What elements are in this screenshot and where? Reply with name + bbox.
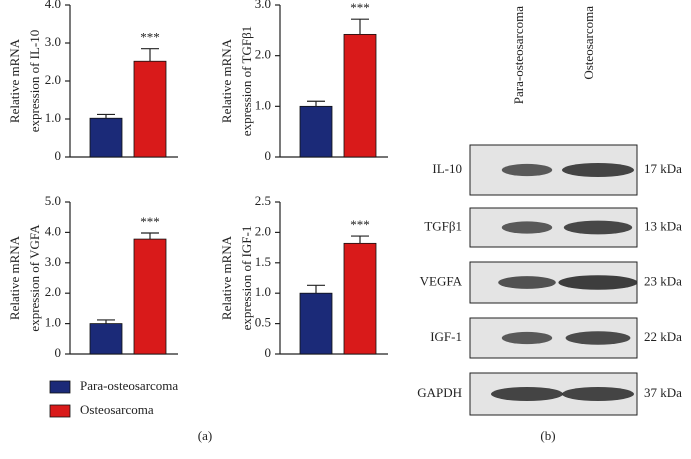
y-tick-label: 2.5 — [255, 193, 271, 208]
blot-band — [501, 221, 553, 234]
y-tick-label: 0 — [55, 345, 62, 360]
size-label: 13 kDa — [644, 218, 682, 233]
y-tick-label: 5.0 — [45, 193, 61, 208]
blot-band — [501, 163, 553, 177]
panel-label: (b) — [540, 428, 555, 443]
blot-band — [563, 220, 633, 235]
protein-label: IGF-1 — [430, 329, 462, 344]
legend-label: Osteosarcoma — [80, 402, 154, 417]
legend-label: Para-osteosarcoma — [80, 378, 178, 393]
y-tick-label: 1.5 — [255, 254, 271, 269]
y-tick-label: 0 — [265, 345, 272, 360]
error-bar — [141, 48, 159, 62]
y-tick-label: 1.0 — [45, 110, 61, 125]
y-tick-label: 0.5 — [255, 315, 271, 330]
error-bar — [97, 319, 115, 324]
y-axis-label: expression of IGF-1 — [239, 226, 254, 331]
size-label: 37 kDa — [644, 385, 682, 400]
lane-label: Osteosarcoma — [581, 6, 596, 80]
y-tick-label: 4.0 — [45, 223, 61, 238]
y-axis-label: Relative mRNA — [219, 38, 234, 123]
error-bar — [351, 235, 369, 244]
blot-band — [565, 331, 631, 345]
y-tick-label: 2.0 — [255, 47, 271, 62]
y-axis-label: expression of TGFβ1 — [239, 26, 254, 136]
y-axis-label: Relative mRNA — [7, 38, 22, 123]
blot-band — [558, 275, 638, 290]
blot-band — [501, 331, 553, 345]
significance: *** — [350, 0, 370, 15]
error-bar — [97, 113, 115, 119]
y-tick-label: 0 — [55, 148, 62, 163]
significance: *** — [140, 214, 160, 229]
y-tick-label: 0 — [265, 148, 272, 163]
protein-label: IL-10 — [432, 161, 462, 176]
lane-label: Para-osteosarcoma — [511, 6, 526, 104]
error-bar — [141, 232, 159, 240]
y-axis-label: Relative mRNA — [7, 235, 22, 320]
y-tick-label: 3.0 — [45, 34, 61, 49]
y-tick-label: 3.0 — [45, 254, 61, 269]
y-axis-label: expression of IL-10 — [27, 30, 42, 133]
y-tick-label: 2.0 — [45, 72, 61, 87]
error-bar — [307, 284, 325, 294]
bar — [299, 105, 333, 158]
protein-label: VEGFA — [420, 273, 463, 288]
bar — [133, 238, 167, 355]
y-tick-label: 2.0 — [255, 223, 271, 238]
y-tick-label: 3.0 — [255, 0, 271, 11]
y-tick-label: 2.0 — [45, 284, 61, 299]
blot-band — [562, 163, 634, 177]
y-axis-label: expression of VGFA — [27, 224, 42, 332]
y-tick-label: 1.0 — [255, 284, 271, 299]
size-label: 23 kDa — [644, 273, 682, 288]
blot-band — [491, 387, 563, 401]
blot-band — [562, 387, 634, 401]
error-bar — [307, 100, 325, 107]
protein-label: TGFβ1 — [424, 218, 462, 233]
bar — [343, 242, 377, 355]
size-label: 22 kDa — [644, 329, 682, 344]
bar — [299, 292, 333, 355]
blot-band — [498, 276, 556, 289]
bar — [89, 117, 123, 158]
y-axis-label: Relative mRNA — [219, 235, 234, 320]
bar — [343, 33, 377, 158]
error-bar — [351, 18, 369, 35]
significance: *** — [140, 30, 160, 45]
legend-swatch — [49, 380, 71, 394]
bar — [89, 323, 123, 355]
y-tick-label: 1.0 — [45, 315, 61, 330]
protein-label: GAPDH — [417, 385, 462, 400]
panel-label: (a) — [198, 428, 212, 443]
y-tick-label: 1.0 — [255, 97, 271, 112]
y-tick-label: 4.0 — [45, 0, 61, 11]
legend-swatch — [49, 404, 71, 418]
bar — [133, 60, 167, 158]
size-label: 17 kDa — [644, 161, 682, 176]
significance: *** — [350, 217, 370, 232]
